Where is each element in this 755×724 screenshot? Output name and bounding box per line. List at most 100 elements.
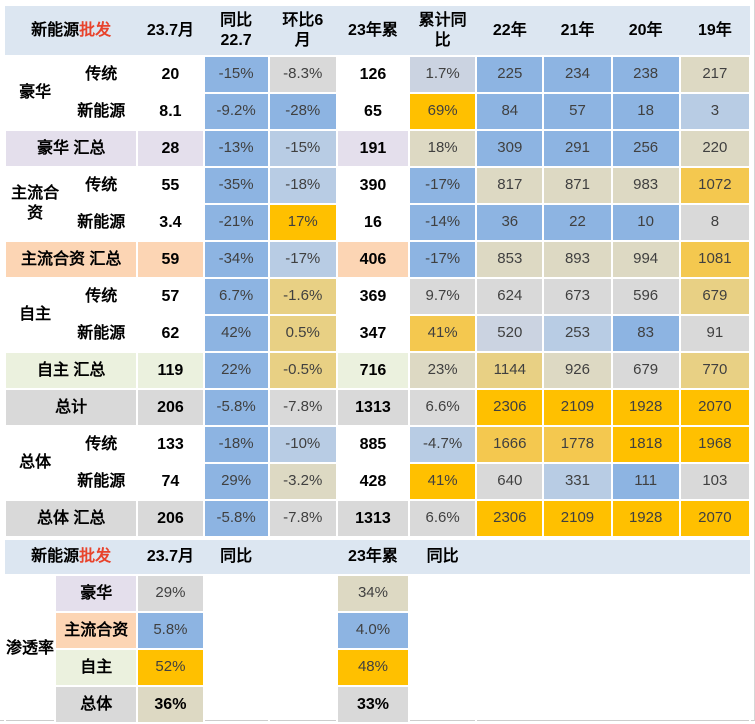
table-cell[interactable]: 1928 (610, 499, 681, 538)
table-cell[interactable]: 0.5% (267, 314, 338, 353)
table-cell[interactable]: 926 (542, 351, 613, 390)
summary-label[interactable]: 自主 汇总 (3, 351, 139, 390)
row-label[interactable]: 新能源 (64, 203, 139, 242)
table-cell[interactable]: 6.7% (202, 277, 270, 316)
table-cell[interactable]: 1081 (678, 240, 752, 279)
table-cell[interactable]: 42% (202, 314, 270, 353)
group-label[interactable]: 自主 (3, 277, 67, 353)
table-cell[interactable]: 6.6% (408, 499, 478, 538)
row-label[interactable]: 主流合资 (54, 611, 139, 650)
table-cell[interactable]: 347 (335, 314, 411, 353)
table-cell[interactable]: 9.7% (408, 277, 478, 316)
table-cell[interactable]: 5.8% (136, 611, 205, 650)
table-cell[interactable]: 206 (136, 388, 205, 427)
row-label[interactable]: 自主 (54, 648, 139, 687)
table-cell[interactable]: 596 (610, 277, 681, 316)
column-header[interactable]: 20年 (611, 4, 680, 57)
table-cell[interactable]: 8 (678, 203, 752, 242)
table-cell[interactable]: -0.5% (267, 351, 338, 390)
table-cell[interactable]: 770 (678, 351, 752, 390)
table-cell[interactable]: 871 (542, 166, 613, 205)
table-cell[interactable]: 1144 (475, 351, 545, 390)
summary-label[interactable]: 主流合资 汇总 (3, 240, 139, 279)
table-cell[interactable]: 10 (610, 203, 681, 242)
table-cell[interactable]: 41% (408, 462, 478, 501)
table-cell[interactable]: -35% (202, 166, 270, 205)
column-header[interactable]: 22年 (476, 4, 544, 57)
column-header[interactable]: 同比 (203, 538, 269, 576)
table-cell[interactable]: 217 (678, 55, 752, 94)
column-header[interactable]: 同比 (409, 538, 477, 576)
table-cell[interactable]: 238 (610, 55, 681, 94)
table-cell[interactable]: 817 (475, 166, 545, 205)
table-cell[interactable]: 673 (542, 277, 613, 316)
column-header[interactable]: 23.7月 (137, 538, 204, 576)
column-header[interactable]: 23年累 (336, 538, 410, 576)
table-cell[interactable]: 133 (136, 425, 205, 464)
table-cell[interactable]: 28 (136, 129, 205, 168)
table-cell[interactable]: 22% (202, 351, 270, 390)
table-cell[interactable]: -17% (267, 240, 338, 279)
table-cell[interactable]: 36 (475, 203, 545, 242)
table-cell[interactable]: 23% (408, 351, 478, 390)
summary-label[interactable]: 豪华 汇总 (3, 129, 139, 168)
table-cell[interactable]: 1968 (678, 425, 752, 464)
table-cell[interactable]: 16 (335, 203, 411, 242)
table-cell[interactable]: 48% (335, 648, 411, 687)
table-cell[interactable]: 1928 (610, 388, 681, 427)
table-cell[interactable]: 1313 (335, 388, 411, 427)
table-cell[interactable]: 853 (475, 240, 545, 279)
table-cell[interactable]: 256 (610, 129, 681, 168)
table-cell[interactable]: 291 (542, 129, 613, 168)
row-label[interactable]: 传统 (64, 166, 139, 205)
table-cell[interactable]: 983 (610, 166, 681, 205)
table-cell[interactable]: 22 (542, 203, 613, 242)
group-label[interactable]: 豪华 (3, 55, 67, 131)
table-cell[interactable]: -4.7% (408, 425, 478, 464)
table-cell[interactable]: 2306 (475, 499, 545, 538)
table-cell[interactable]: 390 (335, 166, 411, 205)
table-cell[interactable]: 3.4 (136, 203, 205, 242)
table-cell[interactable]: 91 (678, 314, 752, 353)
table-cell[interactable]: -7.8% (267, 499, 338, 538)
table-cell[interactable]: 65 (335, 92, 411, 131)
table-cell[interactable]: -3.2% (267, 462, 338, 501)
table-cell[interactable]: 2109 (542, 499, 613, 538)
table-cell[interactable]: 33% (335, 685, 411, 724)
table-cell[interactable]: 18 (610, 92, 681, 131)
row-label[interactable]: 新能源 (64, 92, 139, 131)
column-header[interactable]: 23年累 (336, 4, 410, 57)
table-cell[interactable]: 994 (610, 240, 681, 279)
table-cell[interactable]: 206 (136, 499, 205, 538)
table-cell[interactable]: -5.8% (202, 499, 270, 538)
table-cell[interactable]: 624 (475, 277, 545, 316)
table-cell[interactable]: -10% (267, 425, 338, 464)
table-cell[interactable]: 253 (542, 314, 613, 353)
table-cell[interactable]: 34% (335, 574, 411, 613)
table-cell[interactable]: 234 (542, 55, 613, 94)
table-cell[interactable]: 36% (136, 685, 205, 724)
table-cell[interactable]: 2070 (678, 388, 752, 427)
table-cell[interactable]: 29% (136, 574, 205, 613)
table-cell[interactable]: 62 (136, 314, 205, 353)
table-cell[interactable]: 1818 (610, 425, 681, 464)
table-cell[interactable]: -14% (408, 203, 478, 242)
table-cell[interactable]: -17% (408, 166, 478, 205)
table-cell[interactable]: 309 (475, 129, 545, 168)
summary-label[interactable]: 总体 汇总 (3, 499, 139, 538)
table-cell[interactable]: 8.1 (136, 92, 205, 131)
table-cell[interactable]: 225 (475, 55, 545, 94)
group-label[interactable]: 总体 (3, 425, 67, 501)
table-cell[interactable]: -21% (202, 203, 270, 242)
table-cell[interactable]: -8.3% (267, 55, 338, 94)
table-cell[interactable]: -17% (408, 240, 478, 279)
table-cell[interactable]: -34% (202, 240, 270, 279)
table-cell[interactable]: -15% (202, 55, 270, 94)
column-header[interactable]: 同比 22.7 (203, 4, 269, 57)
table-cell[interactable]: -18% (202, 425, 270, 464)
column-header[interactable]: 23.7月 (137, 4, 204, 57)
column-header[interactable] (268, 538, 337, 576)
row-label[interactable]: 新能源 (64, 314, 139, 353)
table-cell[interactable]: 191 (335, 129, 411, 168)
table-cell[interactable]: 29% (202, 462, 270, 501)
